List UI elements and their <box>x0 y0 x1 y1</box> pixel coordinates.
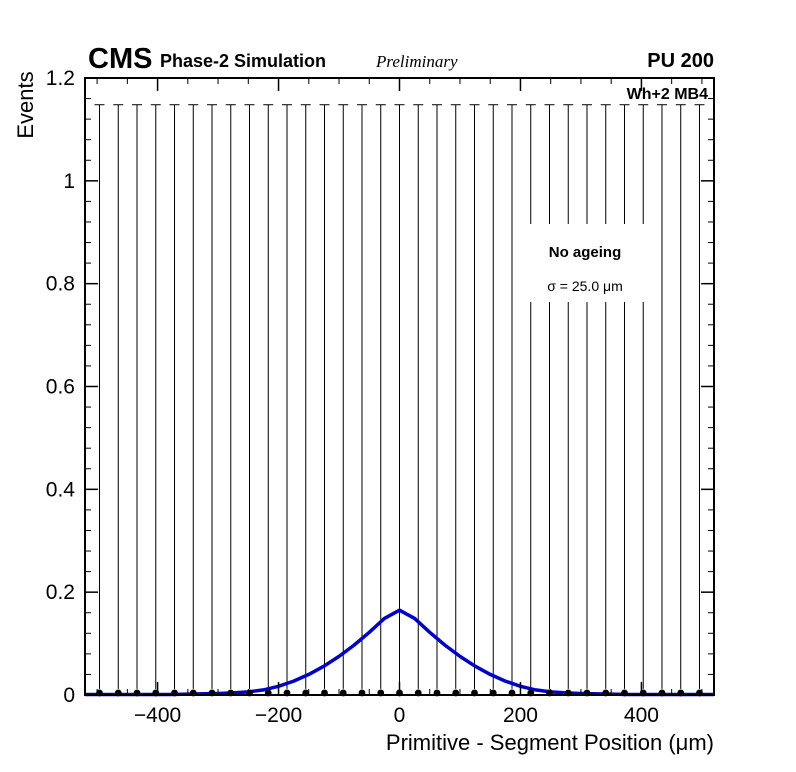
y-axis-title: Events <box>13 71 38 138</box>
axes-group: −400 −200 0 200 400 0 0.2 0.4 0.6 0.8 1 1.2 <box>46 67 715 727</box>
x-tick-label: 200 <box>503 704 538 727</box>
x-tick-label: 0 <box>394 704 406 727</box>
error-bars-group <box>94 104 705 689</box>
preliminary-label: Preliminary <box>375 52 458 71</box>
y-tick-label: 1.2 <box>46 67 75 90</box>
y-tick-label: 0.4 <box>46 478 76 501</box>
legend-title: No ageing <box>549 244 622 261</box>
x-tick-label: 400 <box>624 704 659 727</box>
y-tick-label: 0.8 <box>46 273 75 296</box>
cms-label: CMS <box>88 43 152 75</box>
pileup-label: PU 200 <box>647 50 714 72</box>
simulation-label: Phase-2 Simulation <box>160 51 326 71</box>
y-tick-label: 0 <box>63 684 75 707</box>
chamber-label: Wh+2 MB4 <box>627 86 708 103</box>
fit-curve-group <box>85 608 714 697</box>
x-tick-label: −400 <box>134 704 181 727</box>
legend-sigma-value: σ = 25.0 μm <box>547 278 622 294</box>
fit-curve <box>85 608 714 697</box>
x-tick-label: −200 <box>255 704 302 727</box>
plot-frame <box>84 77 715 696</box>
y-tick-label: 0.6 <box>46 376 75 399</box>
legend-box <box>518 224 652 302</box>
x-axis-title: Primitive - Segment Position (μm) <box>386 730 714 755</box>
y-tick-label: 1 <box>63 170 75 193</box>
y-tick-label: 0.2 <box>46 581 75 604</box>
